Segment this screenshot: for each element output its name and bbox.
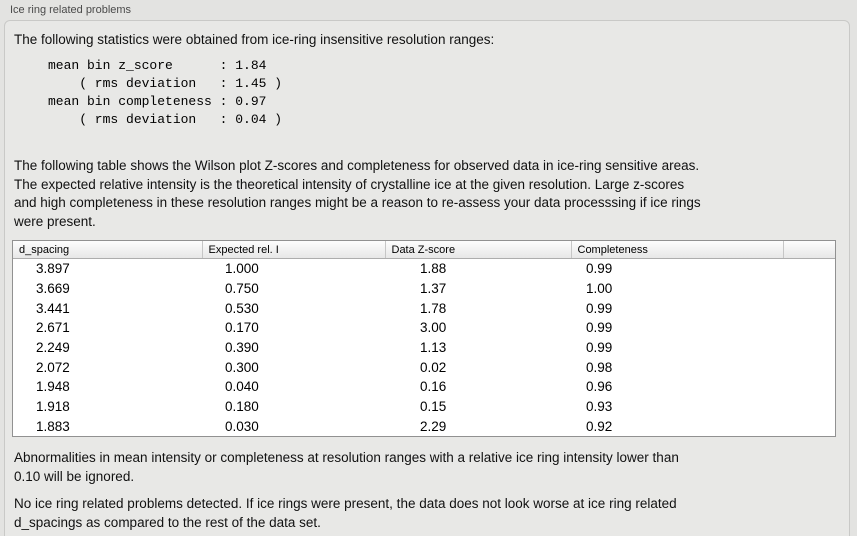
table-cell: 1.883 <box>36 418 70 434</box>
table-cell: 1.88 <box>420 261 447 277</box>
ice-ring-data-table: d_spacing Expected rel. I Data Z-score Comp… <box>13 241 835 436</box>
table-cell-empty <box>783 417 835 437</box>
table-cell: 3.441 <box>36 300 70 316</box>
table-cell: 0.02 <box>420 359 447 375</box>
table-body: 3.897 1.000 1.88 0.99 3.669 0.750 1.37 1.00 3.44… <box>13 259 835 437</box>
ignored-note: Abnormalities in mean intensity or compl… <box>14 450 679 484</box>
table-cell: 1.918 <box>36 399 70 415</box>
table-cell-empty <box>783 338 835 358</box>
table-cell: 0.170 <box>225 320 259 336</box>
table-cell-empty <box>783 279 835 299</box>
column-header-expected-rel-i[interactable]: Expected rel. I <box>201 241 385 259</box>
table-cell-empty <box>783 259 835 279</box>
table-row[interactable]: 2.072 0.300 0.02 0.98 <box>13 357 835 377</box>
table-cell: 2.671 <box>36 320 70 336</box>
table-header-row: d_spacing Expected rel. I Data Z-score Comp… <box>13 241 835 259</box>
table-cell: 3.669 <box>36 281 70 297</box>
table-cell: 0.530 <box>225 300 259 316</box>
table-cell: 2.29 <box>420 418 447 434</box>
table-cell: 0.15 <box>420 399 447 415</box>
table-cell: 1.00 <box>586 281 613 297</box>
stats-block: mean bin z_score : 1.84 ( rms deviation … <box>48 58 283 127</box>
table-cell: 0.390 <box>225 340 259 356</box>
table-cell: 1.000 <box>225 261 259 277</box>
table-cell: 0.93 <box>586 399 613 415</box>
table-cell: 3.897 <box>36 261 70 277</box>
column-header-completeness[interactable]: Completeness <box>570 241 783 259</box>
table-cell: 1.948 <box>36 379 70 395</box>
table-cell: 0.180 <box>225 399 259 415</box>
table-cell: 2.249 <box>36 340 70 356</box>
table-cell: 0.750 <box>225 281 259 297</box>
table-cell-empty <box>783 357 835 377</box>
table-cell-empty <box>783 298 835 318</box>
table-cell: 1.13 <box>420 340 447 356</box>
table-cell: 0.96 <box>586 379 613 395</box>
table-cell: 0.030 <box>225 418 259 434</box>
table-cell: 0.99 <box>586 300 613 316</box>
column-header-empty <box>782 241 835 259</box>
table-row[interactable]: 1.948 0.040 0.16 0.96 <box>13 377 835 397</box>
table-row[interactable]: 1.918 0.180 0.15 0.93 <box>13 397 835 417</box>
table-cell: 0.300 <box>225 359 259 375</box>
table-cell: 1.37 <box>420 281 447 297</box>
table-cell: 0.040 <box>225 379 259 395</box>
table-cell: 0.98 <box>586 359 613 375</box>
table-cell: 0.99 <box>586 340 613 356</box>
table-row[interactable]: 2.249 0.390 1.13 0.99 <box>13 338 835 358</box>
table-row[interactable]: 3.441 0.530 1.78 0.99 <box>13 298 835 318</box>
table-cell: 3.00 <box>420 320 447 336</box>
table-row[interactable]: 1.883 0.030 2.29 0.92 <box>13 417 835 437</box>
table-cell: 2.072 <box>36 359 70 375</box>
table-cell: 0.92 <box>586 418 613 434</box>
ice-ring-panel: The following statistics were obtained f… <box>4 20 850 536</box>
table-row[interactable]: 3.669 0.750 1.37 1.00 <box>13 279 835 299</box>
ice-ring-table: d_spacing Expected rel. I Data Z-score Comp… <box>12 240 836 438</box>
table-cell: 0.99 <box>586 320 613 336</box>
table-cell-empty <box>783 318 835 338</box>
table-cell: 0.99 <box>586 261 613 277</box>
column-header-data-z-score[interactable]: Data Z-score <box>384 241 571 259</box>
table-description: The following table shows the Wilson plo… <box>14 158 701 229</box>
conclusion-text: No ice ring related problems detected. I… <box>14 496 677 530</box>
table-cell: 1.78 <box>420 300 447 316</box>
table-row[interactable]: 2.671 0.170 3.00 0.99 <box>13 318 835 338</box>
intro-text: The following statistics were obtained f… <box>14 32 495 47</box>
table-cell-empty <box>783 377 835 397</box>
column-header-d-spacing[interactable]: d_spacing <box>13 241 202 259</box>
table-cell-empty <box>783 397 835 417</box>
section-title: Ice ring related problems <box>10 4 132 16</box>
table-cell: 0.16 <box>420 379 447 395</box>
table-row[interactable]: 3.897 1.000 1.88 0.99 <box>13 259 835 279</box>
